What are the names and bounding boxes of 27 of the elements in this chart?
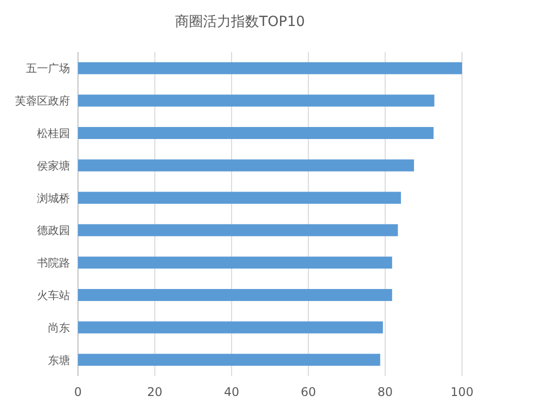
bar — [78, 354, 380, 366]
bar — [78, 127, 434, 139]
y-tick-label: 德政园 — [37, 224, 70, 238]
bar — [78, 224, 398, 236]
x-tick-label: 40 — [224, 385, 240, 399]
bar — [78, 62, 462, 74]
bar — [78, 256, 392, 269]
x-tick-label: 20 — [147, 385, 162, 399]
y-tick-label: 浏城桥 — [37, 192, 70, 205]
bar — [78, 289, 392, 301]
y-tick-label: 尚东 — [48, 321, 70, 334]
y-tick-label: 书院路 — [37, 256, 70, 270]
y-tick-label: 火车站 — [37, 289, 70, 302]
x-tick-label: 100 — [450, 385, 474, 399]
y-tick-label: 五一广场 — [26, 62, 70, 76]
bar — [78, 94, 434, 107]
y-tick-label: 侯家塘 — [37, 159, 70, 172]
chart-title: 商圈活力指数TOP10 — [175, 14, 305, 30]
bar — [78, 159, 414, 172]
x-tick-label: 0 — [74, 385, 82, 399]
x-tick-label: 80 — [378, 385, 393, 399]
y-tick-label: 东塘 — [48, 354, 70, 367]
y-tick-label: 松桂园 — [37, 127, 70, 140]
bar — [78, 321, 383, 334]
y-tick-label: 芙蓉区政府 — [15, 94, 70, 108]
x-tick-label: 60 — [300, 385, 316, 399]
bar — [78, 192, 401, 204]
